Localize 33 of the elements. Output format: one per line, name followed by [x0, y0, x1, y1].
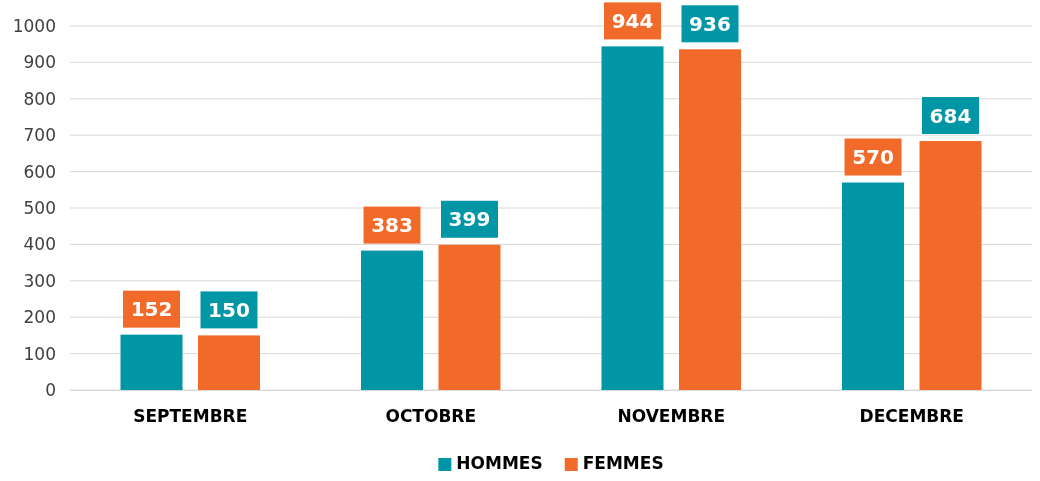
bar	[120, 334, 183, 390]
y-tick-label: 600	[23, 161, 56, 182]
x-tick-label: SEPTEMBRE	[133, 406, 248, 427]
y-tick-label: 100	[23, 343, 56, 364]
y-tick-label: 0	[45, 379, 56, 400]
data-label: 944	[611, 9, 654, 34]
data-label: 399	[448, 207, 491, 232]
bar	[601, 46, 664, 390]
bar	[842, 182, 904, 390]
data-label: 570	[852, 145, 894, 170]
y-tick-label: 900	[23, 52, 56, 73]
x-tick-label: DECEMBRE	[859, 406, 964, 427]
x-tick-label: NOVEMBRE	[617, 406, 726, 427]
y-tick-label: 1000	[12, 15, 56, 36]
data-label: 383	[371, 213, 413, 238]
data-label: 936	[689, 12, 731, 36]
data-label: 152	[130, 297, 173, 322]
y-tick-label: 800	[23, 88, 56, 109]
y-tick-label: 700	[23, 125, 56, 146]
bar	[361, 250, 423, 390]
bar	[438, 244, 501, 390]
bar	[919, 141, 982, 390]
x-tick-label: OCTOBRE	[385, 406, 477, 427]
data-label: 684	[929, 103, 972, 128]
y-tick-label: 400	[23, 234, 56, 255]
bar	[679, 49, 741, 390]
y-tick-label: 300	[23, 270, 56, 291]
y-tick-label: 200	[23, 307, 56, 328]
y-tick-label: 500	[23, 197, 56, 218]
legend-label: FEMMES	[582, 453, 664, 473]
data-label: 150	[208, 298, 250, 323]
legend-label: HOMMES	[456, 453, 543, 473]
bar	[198, 335, 260, 390]
